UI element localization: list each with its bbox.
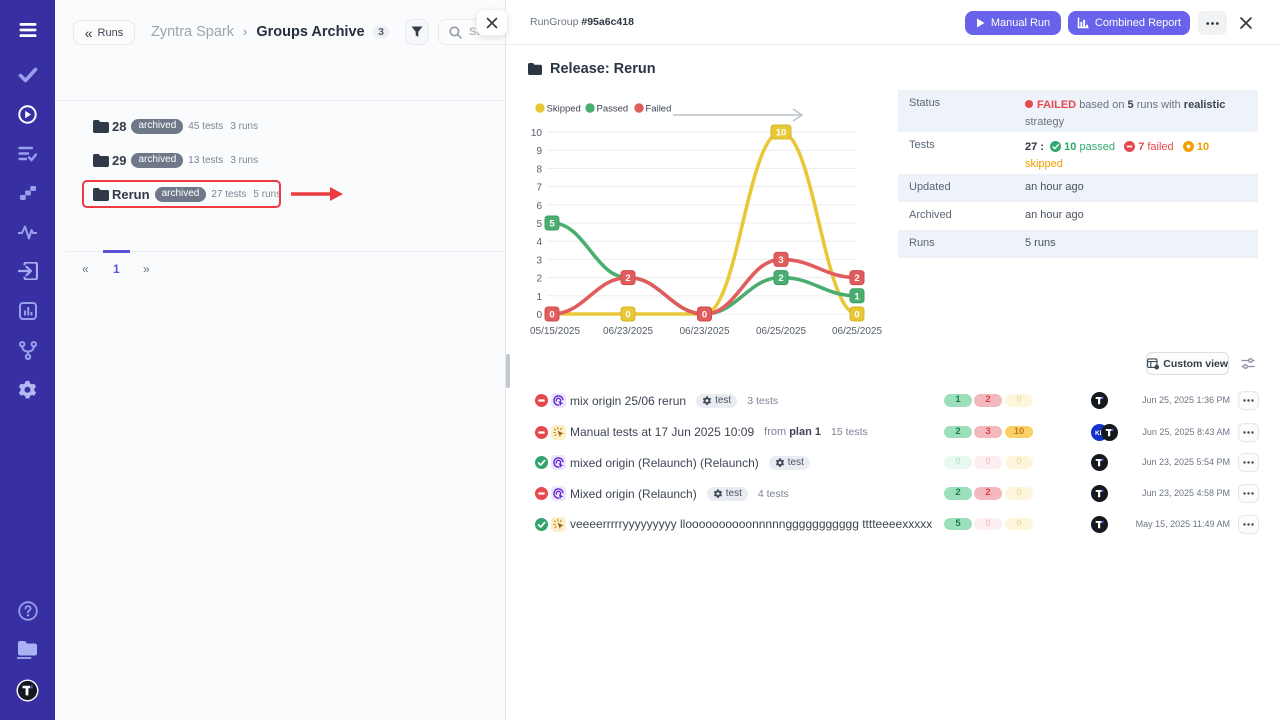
svg-text:4: 4 [536, 237, 542, 248]
svg-text:9: 9 [536, 146, 542, 157]
svg-text:Passed: Passed [597, 104, 629, 115]
svg-text:5: 5 [536, 219, 542, 230]
svg-text:0: 0 [549, 310, 554, 321]
svg-text:1: 1 [536, 292, 542, 303]
svg-text:8: 8 [536, 164, 542, 175]
svg-text:0: 0 [854, 310, 859, 321]
svg-text:05/15/2025: 05/15/2025 [530, 326, 580, 337]
svg-text:2: 2 [778, 273, 783, 284]
svg-text:06/25/2025: 06/25/2025 [756, 326, 806, 337]
svg-text:10: 10 [776, 128, 787, 139]
svg-text:7: 7 [536, 183, 542, 194]
svg-text:10: 10 [531, 128, 543, 139]
svg-text:2: 2 [625, 273, 630, 284]
svg-text:06/25/2025: 06/25/2025 [832, 326, 882, 337]
svg-text:0: 0 [702, 310, 707, 321]
svg-text:Skipped: Skipped [547, 104, 581, 115]
svg-text:5: 5 [549, 219, 555, 230]
svg-text:06/23/2025: 06/23/2025 [603, 326, 653, 337]
svg-text:3: 3 [778, 255, 783, 266]
svg-text:6: 6 [536, 201, 542, 212]
svg-text:1: 1 [854, 291, 860, 302]
svg-text:3: 3 [536, 255, 542, 266]
svg-text:0: 0 [536, 310, 542, 321]
svg-text:0: 0 [625, 310, 630, 321]
svg-text:06/23/2025: 06/23/2025 [679, 326, 729, 337]
svg-text:Failed: Failed [646, 104, 672, 115]
svg-text:2: 2 [536, 274, 542, 285]
svg-text:2: 2 [854, 273, 859, 284]
